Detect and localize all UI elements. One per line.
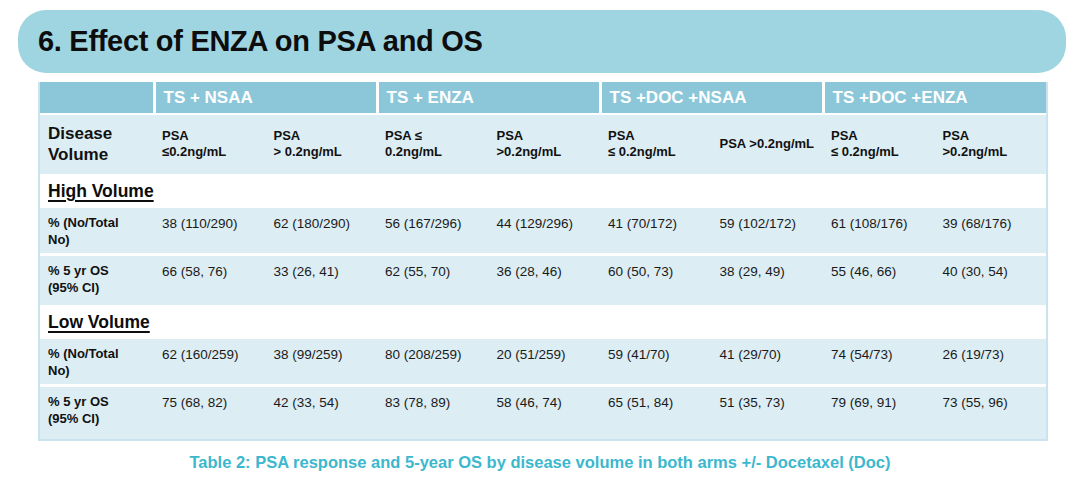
cell-value: 26 (19/73) (935, 338, 1047, 385)
table-row-low-5yr-os: % 5 yr OS (95% CI) 75 (68, 82) 42 (33, 5… (40, 386, 1046, 439)
cell-value: 59 (102/172) (712, 207, 824, 254)
cell-value: 38 (99/259) (266, 338, 378, 385)
column-header-psa-gt-4: PSA >0.2ng/mL (935, 114, 1047, 175)
column-header-psa-le-2: PSA ≤ 0.2ng/mL (377, 114, 489, 175)
cell-value: 38 (29, 49) (712, 254, 824, 306)
cell-value: 51 (35, 73) (712, 386, 824, 439)
corner-cell (40, 82, 154, 114)
cell-value: 61 (108/176) (823, 207, 935, 254)
cell-value: 83 (78, 89) (377, 386, 489, 439)
cell-value: 41 (29/70) (712, 338, 824, 385)
group-header-ts-enza: TS + ENZA (377, 82, 600, 114)
table-caption: Table 2: PSA response and 5-year OS by d… (0, 453, 1080, 472)
section-title: High Volume (48, 181, 154, 201)
column-header-psa-gt-2: PSA >0.2ng/mL (489, 114, 601, 175)
group-header-ts-doc-nsaa: TS +DOC +NSAA (600, 82, 823, 114)
cell-value: 42 (33, 54) (266, 386, 378, 439)
title-banner: 6. Effect of ENZA on PSA and OS (18, 10, 1066, 73)
cell-value: 62 (160/259) (154, 338, 266, 385)
cell-value: 36 (28, 46) (489, 254, 601, 306)
cell-value: 73 (55, 96) (935, 386, 1047, 439)
cell-value: 41 (70/172) (600, 207, 712, 254)
cell-value: 33 (26, 41) (266, 254, 378, 306)
cell-value: 39 (68/176) (935, 207, 1047, 254)
cell-value: 40 (30, 54) (935, 254, 1047, 306)
cell-value: 58 (46, 74) (489, 386, 601, 439)
cell-value: 56 (167/296) (377, 207, 489, 254)
section-header-low-volume: Low Volume (40, 306, 1046, 338)
cell-value: 75 (68, 82) (154, 386, 266, 439)
row-label: % 5 yr OS (95% CI) (40, 386, 154, 439)
cell-value: 80 (208/259) (377, 338, 489, 385)
subheader-row: Disease Volume PSA ≤0.2ng/mL PSA > 0.2ng… (40, 114, 1046, 175)
cell-value: 79 (69, 91) (823, 386, 935, 439)
page-title: 6. Effect of ENZA on PSA and OS (38, 25, 483, 58)
cell-value: 55 (46, 66) (823, 254, 935, 306)
cell-value: 44 (129/296) (489, 207, 601, 254)
column-header-psa-le-3: PSA ≤ 0.2ng/mL (600, 114, 712, 175)
group-header-ts-doc-enza: TS +DOC +ENZA (823, 82, 1046, 114)
table-row-high-5yr-os: % 5 yr OS (95% CI) 66 (58, 76) 33 (26, 4… (40, 254, 1046, 306)
column-header-psa-gt-3: PSA >0.2ng/mL (712, 114, 824, 175)
column-header-disease-volume: Disease Volume (40, 114, 154, 175)
column-header-psa-le-4: PSA ≤ 0.2ng/mL (823, 114, 935, 175)
column-header-psa-le-1: PSA ≤0.2ng/mL (154, 114, 266, 175)
results-table-container: TS + NSAA TS + ENZA TS +DOC +NSAA TS +DO… (38, 82, 1048, 441)
table-row-low-pct-no-total: % (No/Total No) 62 (160/259) 38 (99/259)… (40, 338, 1046, 385)
results-table: TS + NSAA TS + ENZA TS +DOC +NSAA TS +DO… (40, 82, 1046, 439)
cell-value: 65 (51, 84) (600, 386, 712, 439)
section-title: Low Volume (48, 312, 150, 332)
row-label: % (No/Total No) (40, 338, 154, 385)
group-header-ts-nsaa: TS + NSAA (154, 82, 377, 114)
cell-value: 74 (54/73) (823, 338, 935, 385)
cell-value: 20 (51/259) (489, 338, 601, 385)
row-label: % (No/Total No) (40, 207, 154, 254)
cell-value: 59 (41/70) (600, 338, 712, 385)
cell-value: 38 (110/290) (154, 207, 266, 254)
table-row-high-pct-no-total: % (No/Total No) 38 (110/290) 62 (180/290… (40, 207, 1046, 254)
group-header-row: TS + NSAA TS + ENZA TS +DOC +NSAA TS +DO… (40, 82, 1046, 114)
cell-value: 60 (50, 73) (600, 254, 712, 306)
column-header-psa-gt-1: PSA > 0.2ng/mL (266, 114, 378, 175)
cell-value: 62 (180/290) (266, 207, 378, 254)
cell-value: 62 (55, 70) (377, 254, 489, 306)
row-label: % 5 yr OS (95% CI) (40, 254, 154, 306)
cell-value: 66 (58, 76) (154, 254, 266, 306)
section-header-high-volume: High Volume (40, 175, 1046, 207)
